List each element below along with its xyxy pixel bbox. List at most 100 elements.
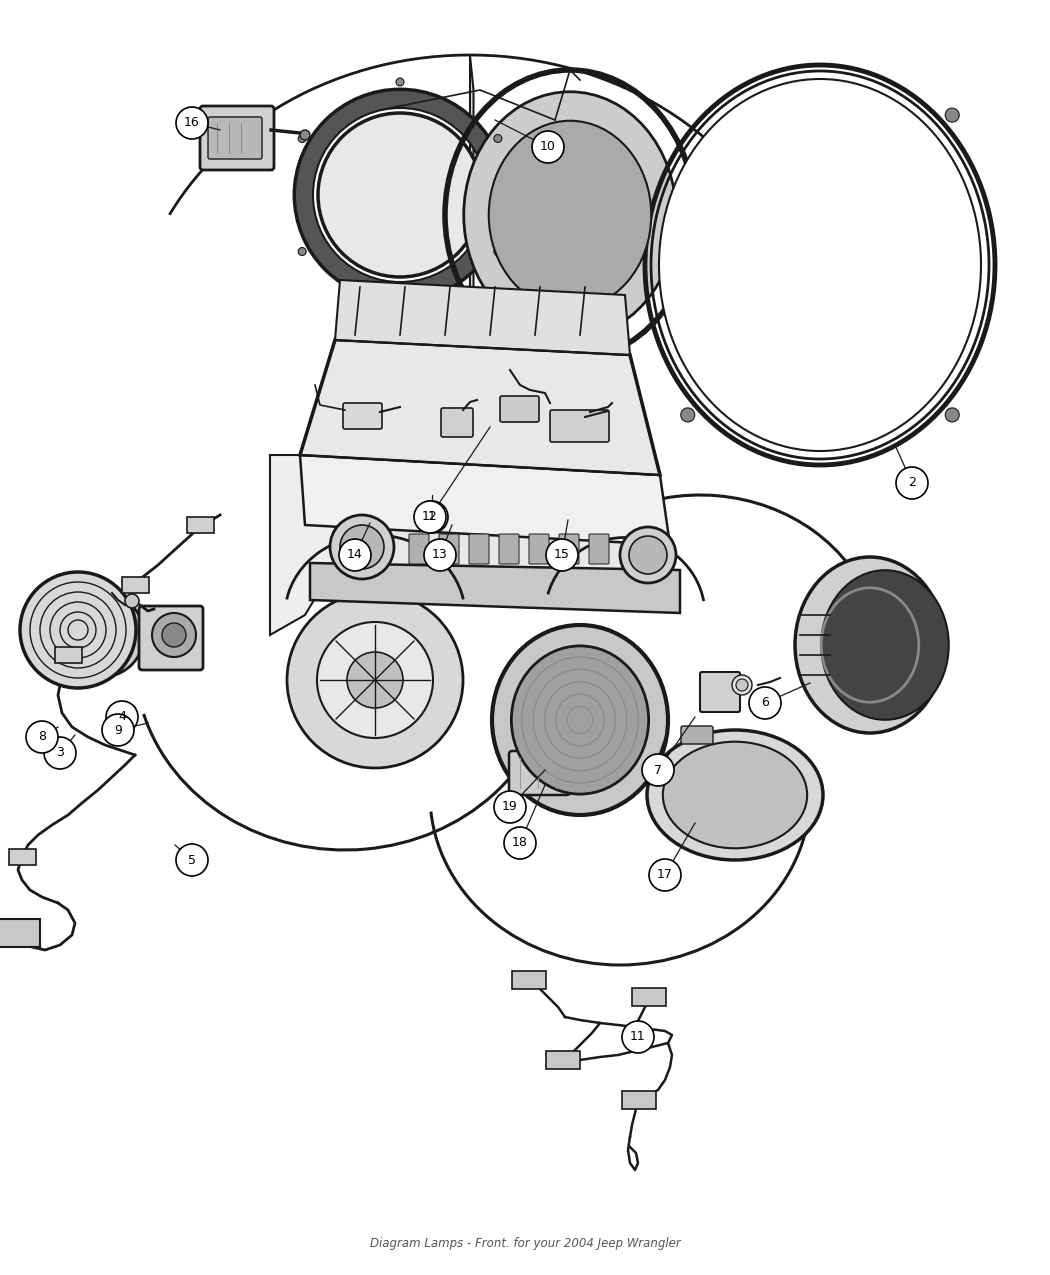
- Text: 8: 8: [38, 731, 46, 743]
- Ellipse shape: [464, 92, 676, 338]
- Circle shape: [317, 622, 433, 738]
- Circle shape: [620, 527, 676, 583]
- Text: 4: 4: [118, 710, 126, 723]
- Ellipse shape: [659, 79, 981, 451]
- FancyBboxPatch shape: [208, 117, 262, 159]
- Circle shape: [396, 303, 404, 312]
- Text: 13: 13: [433, 548, 448, 561]
- FancyBboxPatch shape: [622, 1091, 656, 1109]
- Text: 6: 6: [761, 696, 769, 709]
- Polygon shape: [335, 525, 665, 580]
- Text: 14: 14: [348, 548, 363, 561]
- FancyBboxPatch shape: [139, 606, 203, 669]
- Circle shape: [896, 467, 928, 499]
- Polygon shape: [310, 564, 680, 613]
- Circle shape: [162, 623, 186, 646]
- Circle shape: [494, 134, 502, 143]
- FancyBboxPatch shape: [469, 534, 489, 564]
- Circle shape: [339, 539, 371, 571]
- Circle shape: [330, 515, 394, 579]
- FancyBboxPatch shape: [439, 534, 459, 564]
- Circle shape: [494, 247, 502, 255]
- FancyBboxPatch shape: [550, 411, 609, 442]
- Circle shape: [318, 113, 482, 277]
- Text: 7: 7: [654, 764, 662, 776]
- Polygon shape: [300, 455, 670, 544]
- Circle shape: [106, 701, 138, 733]
- Circle shape: [176, 844, 208, 876]
- Ellipse shape: [795, 557, 945, 733]
- Circle shape: [287, 592, 463, 768]
- Circle shape: [629, 536, 667, 574]
- FancyBboxPatch shape: [200, 106, 274, 170]
- FancyBboxPatch shape: [187, 516, 214, 533]
- Circle shape: [732, 674, 752, 695]
- Circle shape: [945, 408, 960, 422]
- Circle shape: [649, 859, 681, 891]
- Text: 3: 3: [56, 746, 64, 760]
- FancyBboxPatch shape: [529, 534, 549, 564]
- FancyBboxPatch shape: [441, 408, 472, 437]
- Text: 17: 17: [657, 868, 673, 881]
- Circle shape: [102, 714, 134, 746]
- Text: 15: 15: [554, 548, 570, 561]
- Circle shape: [298, 247, 307, 255]
- Circle shape: [340, 525, 384, 569]
- Circle shape: [494, 790, 526, 822]
- Text: 1: 1: [428, 510, 436, 524]
- Circle shape: [736, 680, 748, 691]
- Polygon shape: [300, 340, 660, 476]
- FancyBboxPatch shape: [499, 534, 519, 564]
- Wedge shape: [23, 630, 132, 689]
- Ellipse shape: [821, 570, 949, 720]
- Ellipse shape: [663, 742, 807, 848]
- Circle shape: [416, 501, 448, 533]
- FancyBboxPatch shape: [55, 646, 82, 663]
- Circle shape: [532, 131, 564, 163]
- Circle shape: [346, 652, 403, 708]
- Polygon shape: [270, 455, 335, 635]
- Ellipse shape: [488, 121, 651, 310]
- Circle shape: [396, 78, 404, 85]
- FancyBboxPatch shape: [546, 1051, 580, 1068]
- Ellipse shape: [511, 646, 649, 794]
- FancyBboxPatch shape: [632, 988, 666, 1006]
- Text: 9: 9: [114, 723, 122, 737]
- FancyBboxPatch shape: [509, 751, 570, 796]
- Text: 2: 2: [908, 477, 916, 490]
- Circle shape: [298, 134, 307, 143]
- Circle shape: [504, 827, 536, 859]
- Circle shape: [152, 613, 196, 657]
- FancyBboxPatch shape: [700, 672, 740, 711]
- Circle shape: [749, 687, 781, 719]
- FancyBboxPatch shape: [0, 919, 40, 947]
- FancyBboxPatch shape: [343, 403, 382, 428]
- Text: 10: 10: [540, 140, 555, 153]
- Text: 19: 19: [502, 801, 518, 813]
- FancyBboxPatch shape: [122, 578, 149, 593]
- Circle shape: [546, 539, 578, 571]
- Circle shape: [20, 572, 136, 688]
- Circle shape: [622, 1021, 654, 1053]
- Text: Diagram Lamps - Front. for your 2004 Jeep Wrangler: Diagram Lamps - Front. for your 2004 Jee…: [370, 1237, 680, 1250]
- Ellipse shape: [492, 625, 668, 815]
- Circle shape: [176, 107, 208, 139]
- Text: 11: 11: [630, 1030, 646, 1043]
- Circle shape: [60, 593, 144, 677]
- Wedge shape: [295, 91, 505, 300]
- Circle shape: [424, 539, 456, 571]
- FancyBboxPatch shape: [589, 534, 609, 564]
- FancyBboxPatch shape: [9, 849, 36, 864]
- Circle shape: [680, 408, 695, 422]
- FancyBboxPatch shape: [512, 972, 546, 989]
- Circle shape: [945, 108, 960, 122]
- FancyBboxPatch shape: [500, 397, 539, 422]
- Text: 5: 5: [188, 853, 196, 867]
- Text: 12: 12: [422, 510, 438, 524]
- Circle shape: [642, 754, 674, 785]
- Ellipse shape: [647, 731, 823, 861]
- Circle shape: [44, 737, 76, 769]
- FancyBboxPatch shape: [559, 534, 579, 564]
- Polygon shape: [470, 56, 474, 375]
- Text: 16: 16: [184, 116, 200, 130]
